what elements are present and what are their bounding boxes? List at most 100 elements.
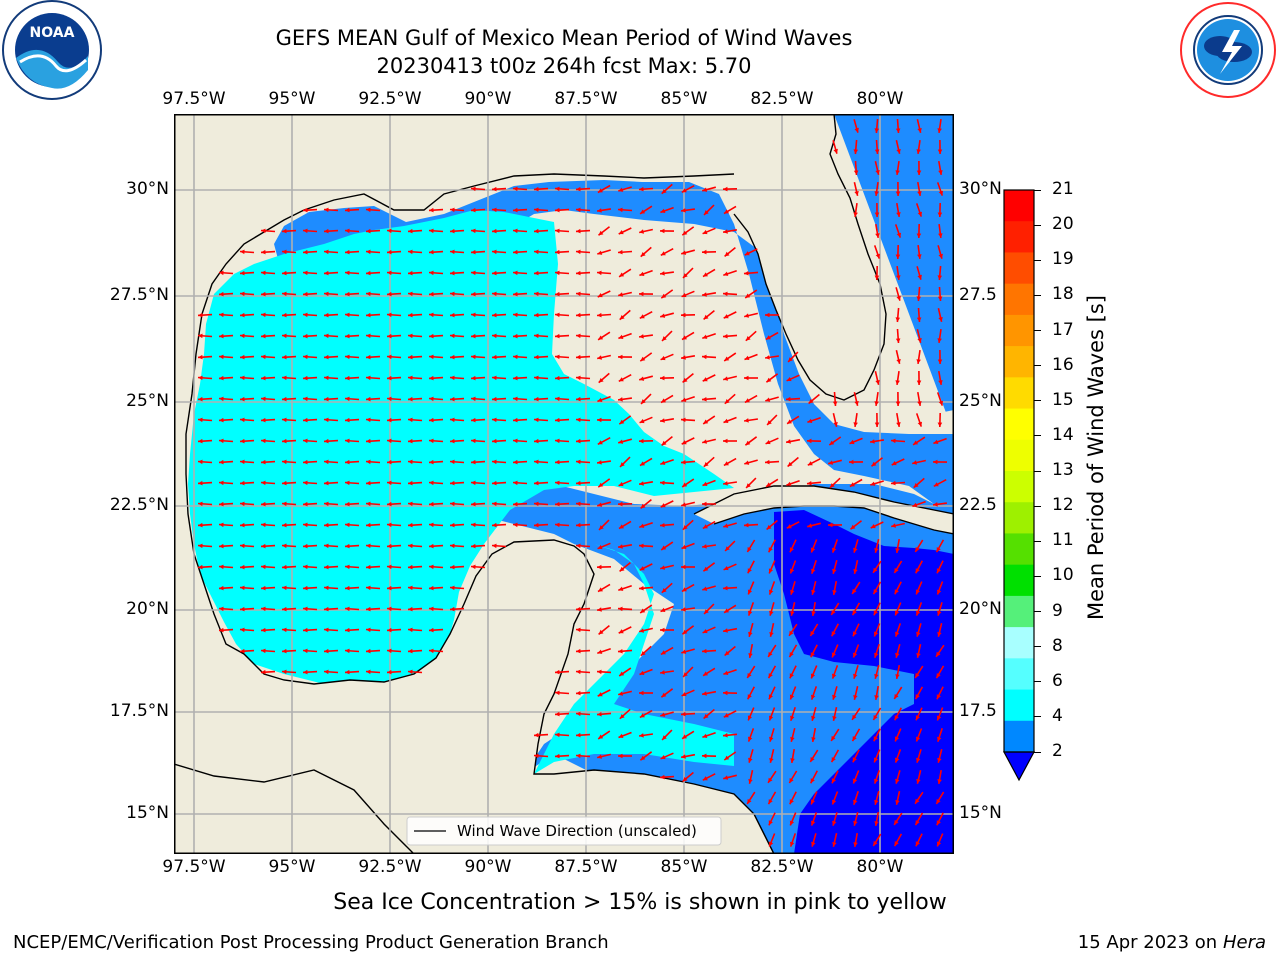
noaa-logo: NOAA — [2, 0, 102, 100]
wave-direction-arrowhead — [597, 692, 603, 697]
wave-direction-arrowhead — [916, 359, 921, 364]
wave-direction-arrowhead — [513, 375, 518, 381]
wave-direction-arrowhead — [324, 627, 329, 633]
wave-direction-arrowhead — [723, 291, 728, 297]
wave-direction-arrowhead — [723, 523, 729, 528]
wave-direction-arrowhead — [702, 776, 708, 781]
wave-direction-arrowhead — [723, 690, 728, 696]
wave-direction-arrowhead — [789, 820, 795, 826]
wave-direction-arrowhead — [408, 459, 413, 465]
wave-direction-arrowhead — [683, 273, 688, 278]
wave-direction-arrowhead — [681, 502, 686, 507]
lat-label-left: 27.5°N — [109, 285, 169, 305]
wave-direction-arrowhead — [408, 627, 413, 633]
wave-direction-arrowhead — [916, 170, 922, 175]
wave-direction-arrowhead — [219, 522, 224, 528]
wave-direction-arrowhead — [746, 483, 751, 488]
wave-direction-arrowhead — [681, 544, 687, 549]
wave-direction-arrowhead — [895, 317, 900, 322]
colorbar-tick-label: 21 — [1052, 179, 1074, 199]
wave-direction-arrowhead — [345, 375, 350, 381]
lon-label-top: 90°W — [464, 89, 512, 109]
wave-direction-arrowhead — [681, 440, 687, 445]
wave-direction-arrowhead — [450, 312, 455, 318]
wave-direction-arrowhead — [597, 293, 603, 298]
wave-direction-arrowhead — [874, 821, 879, 826]
wave-direction-arrowhead — [682, 629, 688, 635]
wave-direction-arrowhead — [852, 714, 857, 720]
wave-direction-arrowhead — [450, 207, 455, 213]
wave-direction-arrowhead — [408, 375, 413, 381]
wave-direction-arrowhead — [408, 438, 413, 444]
wave-direction-arrowhead — [895, 338, 901, 343]
wave-direction-arrowhead — [787, 461, 793, 467]
lat-label-right: 30°N — [959, 179, 1002, 199]
wave-direction-arrowhead — [471, 228, 476, 234]
lat-label-left: 25°N — [126, 391, 169, 411]
lon-label-bottom: 87.5°W — [554, 857, 618, 877]
wave-direction-arrowhead — [832, 716, 837, 721]
wave-direction-arrowhead — [917, 421, 922, 427]
wave-direction-arrowhead — [769, 758, 774, 763]
wave-direction-arrowhead — [936, 651, 941, 657]
wave-direction-arrowhead — [534, 501, 539, 507]
wave-direction-arrowhead — [789, 652, 794, 658]
wave-direction-arrowhead — [832, 799, 837, 805]
wave-direction-arrowhead — [261, 564, 266, 570]
colorbar-tick-label: 4 — [1052, 705, 1063, 726]
wave-direction-arrowhead — [768, 841, 774, 847]
wave-direction-arrowhead — [303, 396, 308, 402]
wave-direction-arrowhead — [471, 207, 476, 213]
wave-direction-arrowhead — [219, 543, 224, 549]
lon-label-bottom: 95°W — [268, 857, 316, 877]
wave-direction-arrowhead — [534, 354, 539, 360]
wave-direction-arrowhead — [916, 317, 922, 322]
wave-direction-arrowhead — [917, 211, 922, 217]
wave-direction-arrowhead — [894, 589, 899, 595]
wave-direction-arrowhead — [937, 736, 942, 742]
ocean-below-2s-caribbean — [774, 510, 954, 854]
wave-direction-arrowhead — [345, 522, 350, 528]
wave-direction-arrowhead — [660, 523, 665, 528]
wave-direction-arrowhead — [534, 459, 539, 465]
wave-direction-arrowhead — [618, 439, 624, 444]
wave-direction-arrowhead — [513, 291, 518, 297]
wave-direction-arrowhead — [576, 648, 581, 654]
wave-direction-arrowhead — [366, 291, 371, 297]
wave-direction-arrowhead — [471, 417, 476, 423]
wave-direction-arrowhead — [345, 417, 350, 423]
wave-direction-arrowhead — [765, 440, 771, 445]
wave-direction-arrowhead — [916, 631, 921, 637]
wave-direction-arrowhead — [849, 439, 855, 445]
wave-direction-arrowhead — [873, 757, 879, 763]
wave-direction-arrowhead — [723, 334, 728, 339]
wave-direction-arrowhead — [261, 417, 266, 423]
wave-direction-arrowhead — [831, 757, 836, 763]
wave-direction-arrowhead — [854, 401, 859, 406]
wave-direction-arrowhead — [618, 292, 623, 297]
colorbar-tick-label: 20 — [1052, 214, 1074, 235]
wave-direction-arrowhead — [303, 501, 308, 507]
wave-direction-arrowhead — [408, 291, 413, 297]
wave-direction-arrowhead — [703, 314, 709, 320]
wave-direction-arrowhead — [681, 649, 687, 654]
wave-direction-arrowhead — [303, 480, 308, 486]
wave-direction-arrowhead — [366, 480, 371, 486]
wave-direction-arrowhead — [303, 312, 308, 318]
wave-direction-arrowhead — [619, 315, 625, 320]
wave-direction-arrowhead — [219, 501, 224, 507]
nws-logo — [1180, 2, 1276, 98]
wave-direction-arrowhead — [870, 524, 876, 529]
wave-direction-arrowhead — [598, 587, 603, 592]
wave-direction-arrowhead — [555, 711, 560, 717]
wave-direction-arrowhead — [471, 249, 476, 255]
colorbar-segment — [1004, 689, 1034, 722]
wave-direction-arrowhead — [555, 354, 560, 360]
lat-label-left: 22.5°N — [109, 495, 169, 515]
wave-direction-arrowhead — [768, 651, 773, 657]
wave-direction-arrowhead — [745, 293, 751, 298]
colorbar-tick-mark — [1034, 294, 1041, 296]
wave-direction-arrowhead — [811, 841, 816, 847]
wave-direction-arrowhead — [534, 249, 539, 255]
wave-direction-arrowhead — [303, 438, 308, 444]
